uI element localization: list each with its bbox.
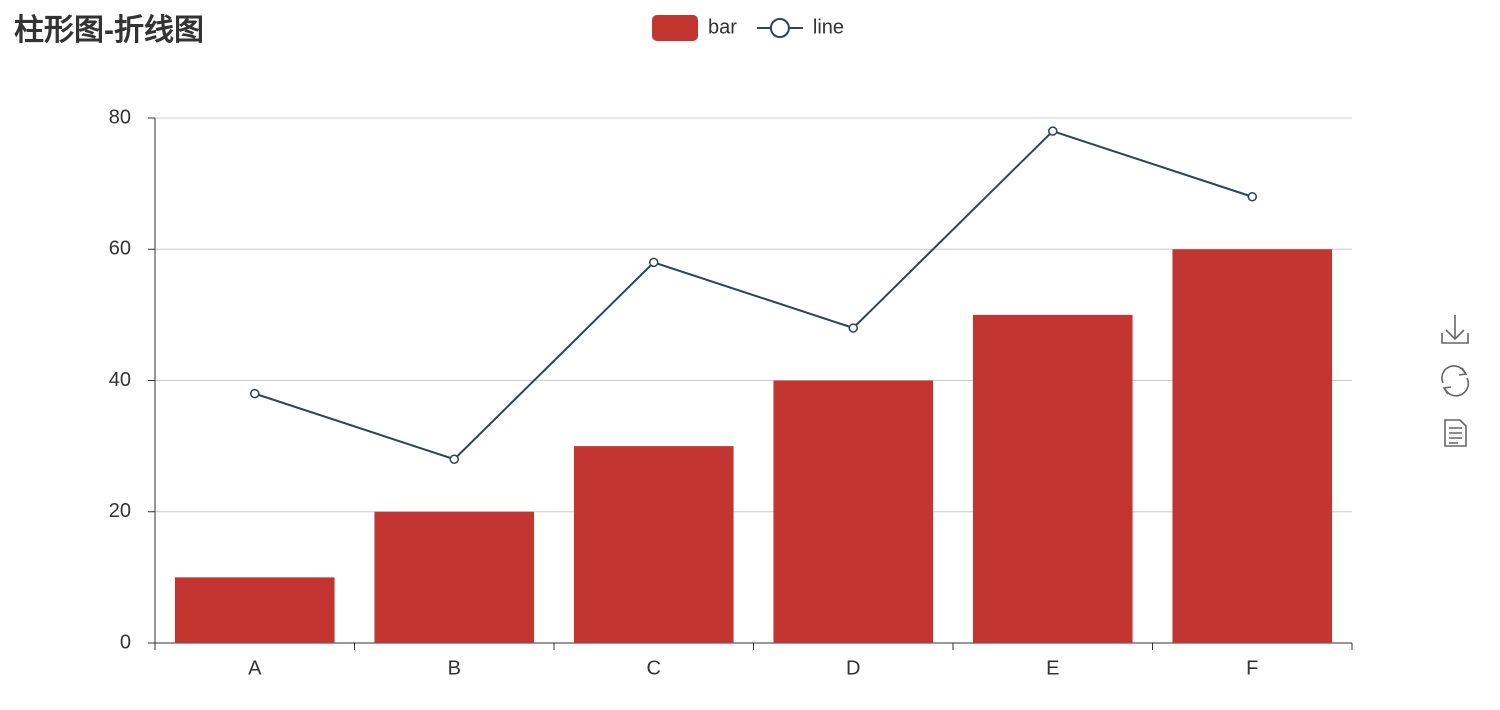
toolbox [1441,315,1470,447]
bar [773,380,934,643]
data-view-icon[interactable] [1444,419,1467,447]
legend: bar line [652,15,844,41]
bar [972,314,1133,643]
x-tick-label: E [1046,657,1059,679]
x-tick-label: A [248,657,262,679]
bar [174,577,335,643]
legend-item[interactable]: line [756,16,844,38]
x-tick-label: C [647,657,661,679]
line-point [1048,126,1058,136]
bar [374,511,535,643]
y-tick-label: 80 [109,106,131,128]
x-tick-label: F [1246,657,1258,679]
line-point [250,388,260,399]
restore-icon[interactable] [1441,365,1470,397]
line [254,129,1253,461]
legend-item[interactable]: bar [652,15,737,41]
x-tick-label: D [846,657,860,679]
chart-title: 柱形图-折线图 [14,14,204,47]
y-tick-label: 40 [109,369,131,391]
legend-swatch [769,18,790,38]
y-tick-label: 0 [120,631,131,653]
line-point [649,257,659,268]
bar [573,446,734,643]
line-point [449,454,459,464]
legend-label: bar [708,16,737,38]
x-tick-label: B [448,657,461,679]
save-icon[interactable] [1441,315,1469,344]
y-tick-label: 60 [109,238,131,260]
bar [1172,249,1333,643]
line-point [848,323,858,333]
y-tick-label: 20 [109,500,131,522]
line-point [1247,192,1257,202]
legend-swatch [652,15,698,41]
legend-label: line [813,16,844,38]
